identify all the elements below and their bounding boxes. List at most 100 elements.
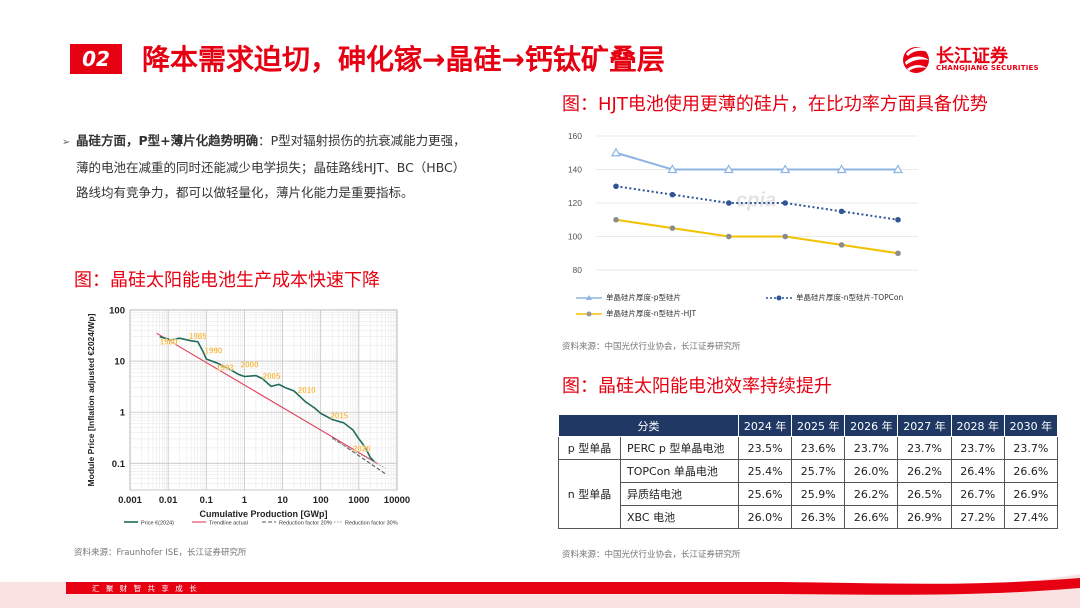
y-tick-label: 140 [568, 165, 582, 175]
caption-efficiency-table: 图：晶硅太阳能电池效率持续提升 [562, 376, 832, 397]
legend-label-topcon: 单晶硅片厚度-n型硅片-TOPCon [796, 293, 904, 302]
year-annotation: 2010 [298, 386, 316, 395]
table-value-cell: 25.9% [791, 482, 846, 506]
table-value-cell: 25.7% [791, 459, 846, 483]
legend-swatch-p [576, 294, 602, 300]
data-point-hjt [838, 242, 845, 248]
bullet-line-1: ：P型对辐射损伤的抗衰减能力更强， [258, 133, 466, 148]
table-value-cell: 26.6% [1003, 459, 1059, 483]
table-header-year: 2025 年 [791, 414, 846, 437]
bullet-line-2: 薄的电池在减重的同时还能减少电学损失；晶硅路线HJT、BC（HBC） [76, 160, 466, 175]
table-value-cell: 26.2% [844, 482, 899, 506]
legend-item-topcon: 单晶硅片厚度-n型硅片-TOPCon [766, 292, 903, 303]
table-value-cell: 26.6% [844, 505, 899, 529]
data-point-p [667, 164, 678, 174]
table-value-cell: 26.0% [844, 459, 899, 483]
slide-title: 降本需求迫切，砷化镓→晶硅→钙钛矿叠层 [142, 43, 665, 76]
y-tick-label: 100 [109, 306, 125, 317]
data-point-p [836, 164, 847, 174]
table-value-cell: 26.7% [950, 482, 1005, 506]
table-value-cell: 26.5% [897, 482, 952, 506]
data-point-hjt [895, 250, 901, 257]
legend-swatch-topcon [766, 295, 792, 300]
x-tick-label: 0.01 [159, 495, 178, 506]
data-point-hjt [669, 225, 676, 231]
legend-label: Trendline actual [209, 521, 248, 527]
watermark-logo: cpia [736, 189, 776, 211]
x-tick-label: 0.1 [200, 495, 214, 506]
footer-wave-bar [0, 574, 1080, 608]
data-point-topcon [782, 200, 788, 206]
table-value-cell: 23.5% [737, 436, 793, 460]
table-value-cell: 26.0% [737, 505, 793, 529]
table-value-cell: 27.2% [950, 505, 1005, 529]
legend-item-hjt: 单晶硅片厚度-n型硅片-HJT [576, 308, 696, 319]
table-header-year: 2030 年 [1003, 414, 1059, 437]
table-header-year: 2024 年 [737, 414, 793, 437]
thickness-chart-svg: 801001201401602024年2025年2026年2027年2028年2… [568, 131, 918, 289]
table-product-cell: PERC p 型单晶电池 [620, 436, 739, 460]
caption-cost-chart: 图：晶硅太阳能电池生产成本快速下降 [74, 270, 380, 291]
legend-item-p: 单晶硅片厚度-p型硅片 [576, 292, 681, 303]
year-annotation: 2015 [330, 412, 348, 421]
data-point-topcon [613, 183, 619, 190]
data-point-topcon [726, 200, 732, 206]
table-row: XBC 电池 26.0% 26.3% 26.6% 26.9% 27.2% 27.… [559, 505, 1059, 529]
table-value-cell: 27.4% [1003, 505, 1059, 529]
series-line-2 [615, 218, 899, 255]
year-annotation: 2005 [263, 372, 281, 381]
legend-label-hjt: 单晶硅片厚度-n型硅片-HJT [606, 309, 697, 318]
efficiency-table-grid: 分类 2024 年 2025 年 2026 年 2027 年 2028 年 20… [558, 414, 1059, 529]
x-tick-label: 1 [242, 495, 248, 506]
section-number-badge: 02 [70, 44, 122, 74]
table-value-cell: 23.7% [950, 436, 1005, 460]
cost-chart-svg: 0.001 0.01 0.1 1 10 100 1000 10000 0.1 1 10 100 Cumu… [86, 306, 410, 527]
data-point-hjt [613, 216, 619, 223]
year-annotation: 2020 [353, 445, 371, 454]
table-row: p 型单晶 PERC p 型单晶电池 23.5% 23.6% 23.7% 23.… [558, 436, 1059, 460]
data-point-hjt [726, 233, 732, 240]
data-point-topcon [895, 216, 901, 223]
table-value-cell: 26.9% [1003, 482, 1059, 506]
table-value-cell: 26.2% [897, 459, 952, 483]
y-tick-label: 100 [568, 232, 582, 242]
data-point-p [610, 147, 622, 157]
series-line-0 [615, 151, 898, 171]
bullet-paragraph: ➢ 晶硅方面，P型+薄片化趋势明确：P型对辐射损伤的抗衰减能力更强， 薄的电池在减… [62, 128, 512, 205]
x-tick-label: 100 [313, 495, 329, 506]
data-point-topcon [838, 208, 845, 215]
table-value-cell: 25.4% [737, 459, 793, 483]
logo-text-cn: 长江证券 [936, 46, 1008, 67]
x-tick-label: 1000 [348, 495, 369, 506]
thickness-chart-legend: 单晶硅片厚度-p型硅片 单晶硅片厚度-n型硅片-TOPCon 单晶硅片厚度-n型… [576, 290, 916, 324]
table-value-cell: 26.9% [897, 505, 952, 529]
caption-thickness-chart: 图：HJT电池使用更薄的硅片，在比功率方面具备优势 [562, 94, 988, 115]
series-line-2 [331, 437, 386, 475]
y-axis-label: Module Price [Inflation adjusted €2024/W… [86, 313, 96, 486]
year-annotation: 1990 [205, 347, 223, 356]
data-point-topcon [669, 191, 676, 198]
x-axis-label: Cumulative Production [GWp] [200, 509, 328, 519]
table-header-year: 2028 年 [950, 414, 1005, 437]
efficiency-table: 分类 2024 年 2025 年 2026 年 2027 年 2028 年 20… [558, 414, 1059, 530]
table-header-row: 分类 2024 年 2025 年 2026 年 2027 年 2028 年 20… [558, 414, 1059, 437]
bullet-heading: 晶硅方面，P型+薄片化趋势明确 [76, 133, 259, 148]
company-logo: 长江证券 CHANGJIANG SECURITIES [900, 40, 1040, 80]
table-product-cell: XBC 电池 [620, 505, 739, 529]
table-product-cell: 异质结电池 [620, 482, 739, 506]
table-value-cell: 25.6% [737, 482, 793, 506]
cost-learning-curve-chart: 0.001 0.01 0.1 1 10 100 1000 10000 0.1 1 10 100 Cumu… [72, 300, 412, 532]
data-point-p [892, 164, 904, 174]
y-tick-label: 160 [568, 131, 582, 141]
table-value-cell: 23.7% [844, 436, 899, 460]
y-tick-label: 80 [573, 265, 583, 275]
logo-emblem-icon [903, 47, 929, 73]
year-annotation: 1985 [189, 332, 207, 341]
table-value-cell: 23.6% [791, 436, 846, 460]
table-header-year: 2026 年 [844, 414, 899, 437]
legend-swatch-hjt [576, 311, 602, 316]
series-line-0 [159, 335, 375, 462]
year-annotation: 1993 [216, 364, 234, 373]
series-line-1 [156, 332, 378, 464]
logo-text-en: CHANGJIANG SECURITIES [936, 64, 1039, 72]
